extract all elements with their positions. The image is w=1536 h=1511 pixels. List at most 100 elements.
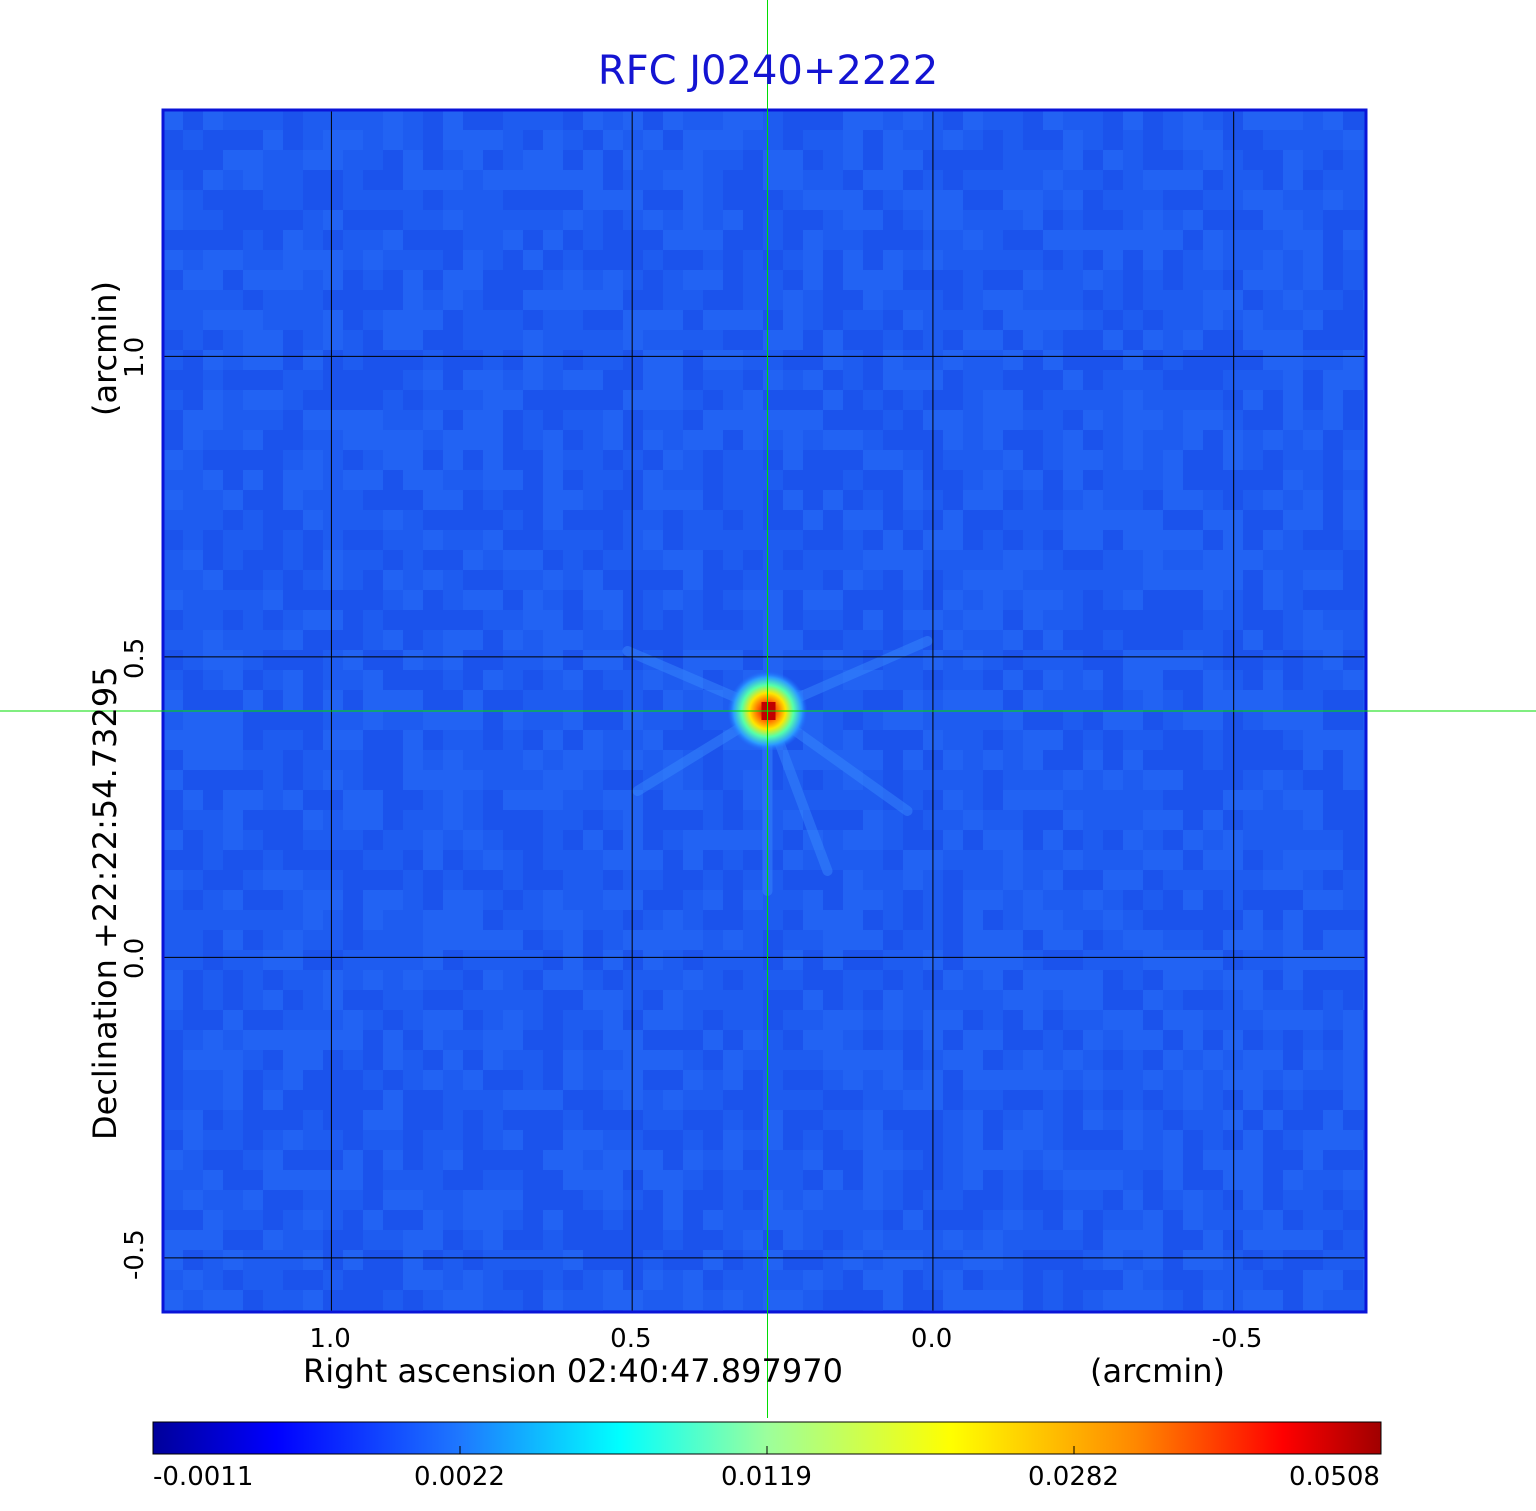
heatmap-cell [283, 1130, 303, 1150]
heatmap-cell [363, 830, 383, 850]
heatmap-cell [463, 810, 483, 830]
heatmap-cell [743, 150, 763, 170]
heatmap-cell [863, 590, 883, 610]
heatmap-cell [603, 770, 623, 790]
heatmap-cell [223, 1230, 243, 1250]
heatmap-cell [463, 570, 483, 590]
heatmap-cell [563, 270, 583, 290]
heatmap-cell [1143, 1130, 1163, 1150]
heatmap-cell [563, 1250, 583, 1270]
heatmap-cell [503, 970, 523, 990]
heatmap-cell [783, 810, 803, 830]
heatmap-cell [343, 1130, 363, 1150]
heatmap-cell [903, 1150, 923, 1170]
heatmap-cell [823, 150, 843, 170]
heatmap-cell [683, 130, 703, 150]
heatmap-cell [403, 510, 423, 530]
heatmap-cell [1323, 230, 1343, 250]
heatmap-cell [1263, 190, 1283, 210]
heatmap-cell [283, 630, 303, 650]
heatmap-cell [303, 210, 323, 230]
heatmap-cell [843, 1170, 863, 1190]
heatmap-cell [823, 570, 843, 590]
heatmap-cell [1043, 330, 1063, 350]
heatmap-cell [683, 670, 703, 690]
heatmap-cell [1163, 390, 1183, 410]
heatmap-cell [443, 870, 463, 890]
heatmap-cell [1343, 390, 1363, 410]
heatmap-cell [723, 370, 743, 390]
heatmap-cell [1163, 170, 1183, 190]
heatmap-cell [783, 1150, 803, 1170]
heatmap-cell [1223, 890, 1243, 910]
heatmap-cell [503, 450, 523, 470]
heatmap-cell [983, 910, 1003, 930]
heatmap-cell [1223, 870, 1243, 890]
heatmap-cell [903, 1070, 923, 1090]
heatmap-cell [1283, 450, 1303, 470]
heatmap-cell [223, 730, 243, 750]
heatmap-cell [1303, 570, 1323, 590]
heatmap-cell [583, 470, 603, 490]
heatmap-cell [563, 630, 583, 650]
heatmap-cell [483, 290, 503, 310]
heatmap-cell [723, 230, 743, 250]
heatmap-cell [1323, 710, 1343, 730]
heatmap-cell [1003, 1050, 1023, 1070]
heatmap-cell [963, 910, 983, 930]
heatmap-cell [463, 1090, 483, 1110]
heatmap-cell [523, 1050, 543, 1070]
heatmap-cell [563, 750, 583, 770]
heatmap-cell [1143, 610, 1163, 630]
heatmap-cell [1163, 1130, 1183, 1150]
heatmap-cell [1263, 950, 1283, 970]
heatmap-cell [603, 1050, 623, 1070]
heatmap-cell [503, 790, 523, 810]
heatmap-cell [1303, 830, 1323, 850]
heatmap-cell [703, 1070, 723, 1090]
heatmap-cell [703, 1050, 723, 1070]
heatmap-cell [663, 930, 683, 950]
heatmap-cell [1243, 590, 1263, 610]
heatmap-cell [363, 1130, 383, 1150]
heatmap-cell [683, 570, 703, 590]
heatmap-cell [783, 370, 803, 390]
heatmap-cell [1083, 590, 1103, 610]
heatmap-cell [1043, 150, 1063, 170]
heatmap-cell [1203, 210, 1223, 230]
heatmap-cell [463, 1070, 483, 1090]
heatmap-cell [1303, 750, 1323, 770]
heatmap-cell [983, 770, 1003, 790]
heatmap-cell [623, 650, 643, 670]
heatmap-cell [383, 470, 403, 490]
heatmap-cell [843, 890, 863, 910]
heatmap-cell [583, 230, 603, 250]
heatmap-cell [1163, 1230, 1183, 1250]
heatmap-cell [403, 810, 423, 830]
heatmap-cell [583, 830, 603, 850]
heatmap-cell [943, 970, 963, 990]
heatmap-cell [223, 470, 243, 490]
heatmap-cell [1043, 270, 1063, 290]
heatmap-cell [1343, 250, 1363, 270]
heatmap-cell [1203, 810, 1223, 830]
heatmap-cell [363, 670, 383, 690]
heatmap-cell [183, 570, 203, 590]
heatmap-cell [903, 170, 923, 190]
heatmap-cell [283, 210, 303, 230]
heatmap-cell [423, 250, 443, 270]
heatmap-cell [783, 490, 803, 510]
heatmap-cell [683, 610, 703, 630]
heatmap-cell [983, 890, 1003, 910]
heatmap-cell [643, 390, 663, 410]
heatmap-cell [883, 650, 903, 670]
heatmap-cell [623, 890, 643, 910]
heatmap-cell [603, 1130, 623, 1150]
heatmap-cell [583, 930, 603, 950]
heatmap-cell [643, 250, 663, 270]
heatmap-cell [443, 1170, 463, 1190]
heatmap-cell [1083, 1190, 1103, 1210]
heatmap-cell [303, 1110, 323, 1130]
heatmap-cell [803, 1110, 823, 1130]
heatmap-cell [403, 1270, 423, 1290]
